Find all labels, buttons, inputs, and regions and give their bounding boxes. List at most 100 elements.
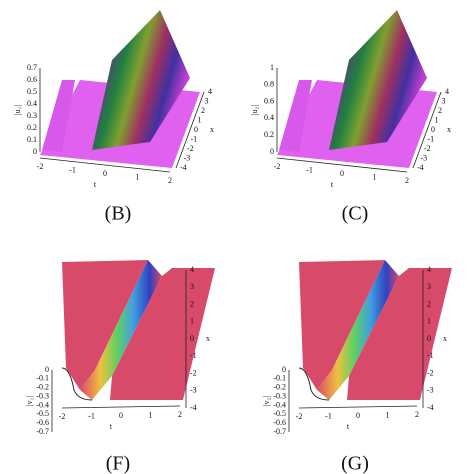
x-tick-label: -2 — [424, 144, 431, 153]
z-axis-label: |u₂| — [250, 105, 259, 115]
z-tick-label: 0.2 — [27, 123, 37, 132]
x-axis-label: x — [443, 334, 447, 343]
x-tick-label: 2 — [438, 106, 442, 115]
t-tick-label: -1 — [88, 411, 95, 420]
z-tick-label: -0.4 — [36, 400, 49, 409]
x-tick-label: -3 — [421, 153, 428, 162]
z-tick-label: -0.6 — [273, 418, 286, 427]
t-axis — [276, 157, 408, 173]
x-tick-label: 2 — [427, 299, 431, 308]
z-tick-label: -0.5 — [36, 409, 49, 418]
x-tick-label: -1 — [191, 134, 198, 143]
x-tick-label: -4 — [190, 403, 197, 412]
caption: (B) — [105, 203, 132, 225]
x-tick-label: 0 — [431, 125, 435, 134]
z-tick-label: -0.3 — [36, 391, 49, 400]
z-tick-label: 0 — [33, 147, 37, 156]
z-tick-label: 0 — [45, 365, 49, 374]
t-axis-label: t — [94, 180, 97, 189]
x-tick-label: -4 — [427, 403, 434, 412]
z-axis-label: |v₁| — [25, 396, 34, 406]
x-tick-label: -2 — [190, 368, 197, 377]
t-tick-label: 2 — [178, 410, 182, 419]
t-axis — [298, 405, 418, 409]
x-tick-label: 2 — [190, 299, 194, 308]
x-tick-label: 1 — [435, 115, 439, 124]
t-tick-label: -1 — [69, 165, 76, 174]
right-surface — [110, 268, 215, 400]
t-tick-label: -2 — [296, 412, 303, 421]
band-surface — [80, 260, 162, 400]
z-tick-label: -0.4 — [273, 400, 286, 409]
x-axis-label: x — [447, 125, 451, 134]
z-tick-label: -0.2 — [273, 383, 286, 392]
panel: 00.10.20.30.40.50.60.7|u₁|-2 -1 0 1 2t-4-3-2… — [13, 10, 214, 225]
x-tick-label: 0 — [427, 334, 431, 343]
x-tick-label: 4 — [427, 265, 431, 274]
z-axis-label: |v₂| — [262, 396, 271, 406]
x-tick-label: 0 — [194, 125, 198, 134]
z-tick-label: 0.8 — [264, 80, 274, 89]
t-axis — [39, 157, 171, 173]
right-surface — [347, 268, 452, 400]
ridge-surface — [92, 10, 190, 150]
t-tick-label: 0 — [356, 411, 360, 420]
x-tick-label: 3 — [190, 282, 194, 291]
x-tick-label: 4 — [208, 87, 212, 96]
x-tick-label: -1 — [428, 134, 435, 143]
z-tick-label: -0.5 — [273, 409, 286, 418]
x-tick-label: -1 — [427, 351, 434, 360]
x-tick-label: -3 — [190, 386, 197, 395]
dip-curve — [61, 367, 93, 401]
t-tick-label: 0 — [103, 169, 107, 178]
x-tick-label: 1 — [190, 317, 194, 326]
t-axis — [61, 405, 181, 409]
z-tick-label: 0.4 — [27, 99, 37, 108]
t-tick-label: 0 — [340, 169, 344, 178]
band-surface — [317, 260, 399, 400]
z-tick-label: -0.7 — [36, 427, 49, 436]
x-tick-label: 3 — [427, 282, 431, 291]
z-tick-label: 0.6 — [264, 96, 274, 105]
x-tick-label: -1 — [190, 351, 197, 360]
t-axis-label: t — [110, 422, 113, 431]
t-tick-label: 1 — [136, 172, 140, 181]
x-tick-label: -2 — [427, 368, 434, 377]
ridge-surface — [329, 10, 427, 150]
z-tick-label: 0.4 — [264, 113, 274, 122]
t-tick-label: -2 — [59, 412, 66, 421]
x-axis — [175, 91, 205, 169]
z-tick-label: 0 — [270, 147, 274, 156]
x-tick-label: -4 — [180, 163, 187, 172]
x-tick-label: 1 — [427, 317, 431, 326]
t-axis-label: t — [331, 180, 334, 189]
t-tick-label: 1 — [373, 172, 377, 181]
z-tick-label: -0.1 — [36, 374, 49, 383]
x-tick-label: -3 — [427, 386, 434, 395]
x-tick-label: 4 — [190, 265, 194, 274]
t-axis-label: t — [347, 422, 350, 431]
z-tick-label: -0.3 — [273, 391, 286, 400]
x-tick-label: -4 — [417, 163, 424, 172]
x-tick-label: 1 — [198, 115, 202, 124]
t-tick-label: 0 — [119, 411, 123, 420]
z-tick-label: 0.7 — [27, 63, 37, 72]
t-tick-label: 2 — [415, 410, 419, 419]
caption: (C) — [342, 203, 369, 225]
t-tick-label: -2 — [37, 162, 44, 171]
x-tick-label: -3 — [184, 153, 191, 162]
panel: 00.20.40.60.81|u₂|-2 -1 0 1 2t-4-3-2-101234x… — [250, 10, 451, 225]
caption: (F) — [106, 453, 130, 474]
x-axis — [412, 91, 442, 169]
t-tick-label: 1 — [149, 410, 153, 419]
z-tick-label: 0.1 — [27, 135, 37, 144]
left-surface — [299, 260, 385, 390]
z-tick-label: 0 — [282, 365, 286, 374]
z-tick-label: -0.7 — [273, 427, 286, 436]
x-axis-label: x — [206, 334, 210, 343]
panel: 0-0.1-0.2-0.3-0.4-0.5-0.6-0.7|v₁|-2 -1 0 1 2… — [25, 260, 215, 474]
x-tick-label: -2 — [187, 144, 194, 153]
panel: 0-0.1-0.2-0.3-0.4-0.5-0.6-0.7|v₂|-2 -1 0 1 2… — [262, 260, 452, 474]
z-axis-label: |u₁| — [13, 105, 22, 115]
